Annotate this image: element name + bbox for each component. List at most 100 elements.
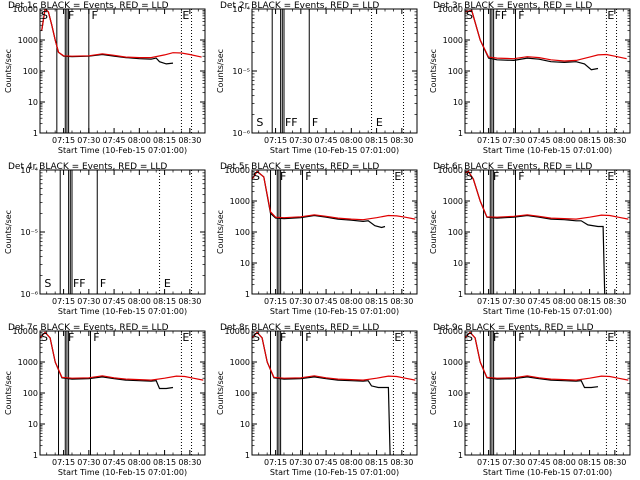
lld-series-line — [252, 331, 416, 381]
y-tick-label: 10⁻⁵ — [232, 67, 250, 76]
y-tick-label: 10 — [240, 420, 250, 429]
marker-f: F — [68, 9, 74, 22]
y-tick-label: 10 — [453, 259, 463, 268]
x-tick-label: 07:45 — [315, 297, 338, 306]
y-tick-label: 1000 — [230, 358, 250, 367]
y-tick-label: 10 — [28, 98, 38, 107]
y-tick-label: 10 — [453, 420, 463, 429]
y-tick-label: 100 — [448, 228, 463, 237]
y-tick-label: 10000 — [438, 166, 463, 175]
y-tick-label: 100 — [235, 389, 250, 398]
lld-series-line — [465, 170, 629, 220]
x-tick-label: 07:45 — [528, 297, 551, 306]
x-tick-label: 08:15 — [153, 136, 176, 145]
y-tick-label: 10⁻⁴ — [232, 5, 250, 14]
y-tick-label: 1000 — [18, 358, 38, 367]
y-tick-label: 1 — [245, 451, 250, 460]
marker-f: F — [93, 331, 99, 344]
x-tick-label: 07:30 — [77, 297, 100, 306]
marker-f: F — [493, 170, 499, 183]
panel-title: Det 1c BLACK = Events, RED = LLD — [8, 1, 169, 11]
x-tick-label: 07:45 — [315, 136, 338, 145]
x-tick-label: 07:30 — [77, 136, 100, 145]
panel-title: Det 4r BLACK = Events, RED = LLD — [8, 162, 167, 172]
marker-ff: FF — [285, 116, 298, 129]
marker-ff: FF — [495, 9, 508, 22]
panel-title: Det 7c BLACK = Events, RED = LLD — [8, 323, 169, 333]
panel-title: Det 9c BLACK = Events, RED = LLD — [433, 323, 594, 333]
x-tick-label: 07:15 — [477, 297, 500, 306]
marker-f: F — [518, 331, 524, 344]
y-tick-label: 10⁻⁶ — [20, 290, 38, 299]
x-axis-label: Start Time (10-Feb-15 07:01:00) — [270, 468, 399, 477]
x-tick-label: 08:30 — [603, 136, 626, 145]
marker-f: F — [518, 170, 524, 183]
x-tick-label: 08:15 — [365, 458, 388, 467]
marker-s: S — [41, 331, 48, 344]
y-tick-label: 1000 — [443, 197, 463, 206]
y-axis-label: Counts/sec — [4, 371, 13, 415]
x-tick-label: 07:30 — [289, 136, 312, 145]
x-axis-label: Start Time (10-Feb-15 07:01:00) — [270, 307, 399, 316]
x-tick-label: 08:15 — [153, 297, 176, 306]
y-tick-label: 10000 — [13, 327, 38, 336]
marker-e: E — [607, 9, 614, 22]
y-tick-label: 1000 — [230, 197, 250, 206]
plot-frame — [251, 169, 418, 295]
marker-f: F — [312, 116, 318, 129]
marker-s: S — [44, 277, 51, 290]
plot-frame — [251, 8, 418, 134]
x-tick-label: 07:30 — [289, 297, 312, 306]
x-tick-label: 07:30 — [77, 458, 100, 467]
x-tick-label: 08:15 — [153, 458, 176, 467]
y-tick-label: 10⁻⁵ — [20, 228, 38, 237]
marker-e: E — [182, 331, 189, 344]
marker-f: F — [280, 170, 286, 183]
x-axis-label: Start Time (10-Feb-15 07:01:00) — [483, 146, 612, 155]
lld-series-line — [252, 170, 416, 221]
y-axis-label: Counts/sec — [4, 210, 13, 254]
marker-e: E — [164, 277, 171, 290]
y-tick-label: 1 — [458, 290, 463, 299]
marker-e: E — [394, 170, 401, 183]
x-axis-label: Start Time (10-Feb-15 07:01:00) — [270, 146, 399, 155]
marker-f: F — [68, 331, 74, 344]
y-tick-label: 1 — [33, 451, 38, 460]
x-tick-label: 08:30 — [178, 458, 201, 467]
x-tick-label: 07:45 — [103, 136, 126, 145]
x-tick-label: 07:45 — [528, 136, 551, 145]
x-tick-label: 08:00 — [340, 458, 363, 467]
plot-frame — [464, 330, 631, 456]
lld-series-line — [40, 331, 204, 381]
events-series-line — [252, 331, 391, 455]
y-tick-label: 100 — [448, 389, 463, 398]
x-tick-label: 07:30 — [289, 458, 312, 467]
x-tick-label: 07:15 — [264, 297, 287, 306]
marker-s: S — [466, 170, 473, 183]
marker-f: F — [305, 331, 311, 344]
x-tick-label: 07:30 — [502, 297, 525, 306]
x-tick-label: 08:30 — [178, 297, 201, 306]
x-tick-label: 08:15 — [578, 458, 601, 467]
y-axis-label: Counts/sec — [216, 210, 225, 254]
x-axis-label: Start Time (10-Feb-15 07:01:00) — [483, 307, 612, 316]
x-axis-label: Start Time (10-Feb-15 07:01:00) — [58, 468, 187, 477]
panel-title: Det 6r BLACK = Events, RED = LLD — [433, 162, 592, 172]
plot-frame — [39, 8, 206, 134]
events-series-line — [465, 170, 606, 294]
y-tick-label: 10 — [240, 259, 250, 268]
lld-series-line — [465, 331, 629, 381]
events-series-line — [41, 9, 174, 65]
panel-title: Det 5r BLACK = Events, RED = LLD — [220, 162, 379, 172]
x-tick-label: 08:00 — [340, 297, 363, 306]
x-axis-label: Start Time (10-Feb-15 07:01:00) — [483, 468, 612, 477]
panel-title: Det 2r BLACK = Events, RED = LLD — [220, 1, 379, 11]
